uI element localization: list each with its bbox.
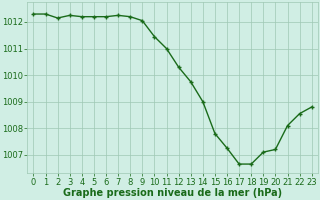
X-axis label: Graphe pression niveau de la mer (hPa): Graphe pression niveau de la mer (hPa) [63, 188, 282, 198]
